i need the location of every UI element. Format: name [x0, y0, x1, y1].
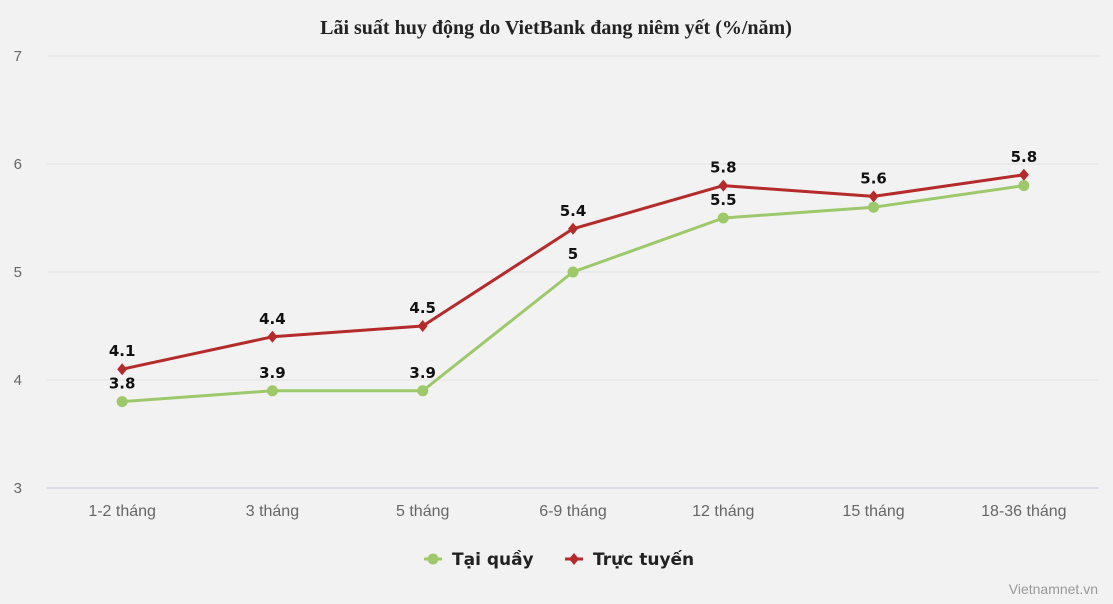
data-point[interactable]: [717, 212, 729, 224]
x-tick-label: 15 tháng: [842, 503, 904, 520]
data-point[interactable]: [417, 385, 429, 397]
x-tick-label: 6-9 tháng: [539, 503, 607, 520]
data-point[interactable]: [1018, 168, 1029, 181]
data-labels: 3.8 3.9 3.9 5 5.5 4.1 4.4 4.5 5.4 5.8 5.6 5.8: [109, 148, 1037, 393]
data-point[interactable]: [868, 190, 879, 203]
y-tick-label: 5: [14, 264, 22, 281]
legend-marker: [427, 553, 439, 565]
data-point[interactable]: [568, 222, 578, 235]
data-label: 3.9: [259, 364, 286, 382]
data-label: 5.8: [1011, 148, 1038, 166]
x-tick-label: 3 tháng: [246, 503, 299, 520]
data-label: 3.8: [109, 375, 136, 393]
data-point[interactable]: [567, 266, 579, 278]
legend[interactable]: Tại quầy Trực tuyến: [424, 549, 694, 570]
x-tick-label: 5 tháng: [396, 503, 449, 520]
data-label: 5.4: [560, 202, 587, 220]
data-label: 4.5: [409, 299, 436, 317]
data-label: 5.6: [860, 169, 887, 187]
data-label: 5.5: [710, 191, 737, 209]
legend-label: Tại quầy: [452, 549, 534, 570]
data-label: 3.9: [409, 364, 436, 382]
legend-item[interactable]: Tại quầy: [424, 549, 534, 570]
data-label: 5: [568, 245, 578, 263]
chart-title: Lãi suất huy động do VietBank đang niêm …: [320, 17, 792, 39]
data-point[interactable]: [417, 320, 428, 332]
data-point[interactable]: [116, 396, 128, 408]
data-point[interactable]: [117, 363, 128, 376]
data-point[interactable]: [1018, 180, 1030, 192]
data-point[interactable]: [266, 385, 278, 397]
data-label: 4.1: [109, 342, 136, 360]
data-label: 5.8: [710, 159, 737, 177]
legend-item[interactable]: Trực tuyến: [565, 549, 694, 570]
credit-text: Vietnamnet.vn: [1009, 581, 1098, 597]
y-tick-label: 6: [14, 156, 22, 173]
y-tick-label: 4: [14, 372, 22, 389]
legend-label: Trực tuyến: [593, 549, 694, 570]
y-tick-label: 3: [14, 480, 22, 497]
data-label: 4.4: [259, 310, 286, 328]
data-point[interactable]: [868, 201, 880, 213]
x-axis: 1-2 tháng 3 tháng 5 tháng 6-9 tháng 12 tháng…: [88, 503, 1066, 520]
y-axis: 3 4 5 6 7: [14, 48, 22, 497]
x-tick-label: 18-36 tháng: [981, 503, 1066, 520]
legend-marker: [569, 553, 579, 565]
y-tick-label: 7: [14, 48, 22, 65]
x-tick-label: 1-2 tháng: [88, 503, 156, 520]
data-point[interactable]: [267, 330, 278, 343]
series-markers: [116, 168, 1030, 408]
data-point[interactable]: [718, 179, 729, 192]
x-tick-label: 12 tháng: [692, 503, 754, 520]
